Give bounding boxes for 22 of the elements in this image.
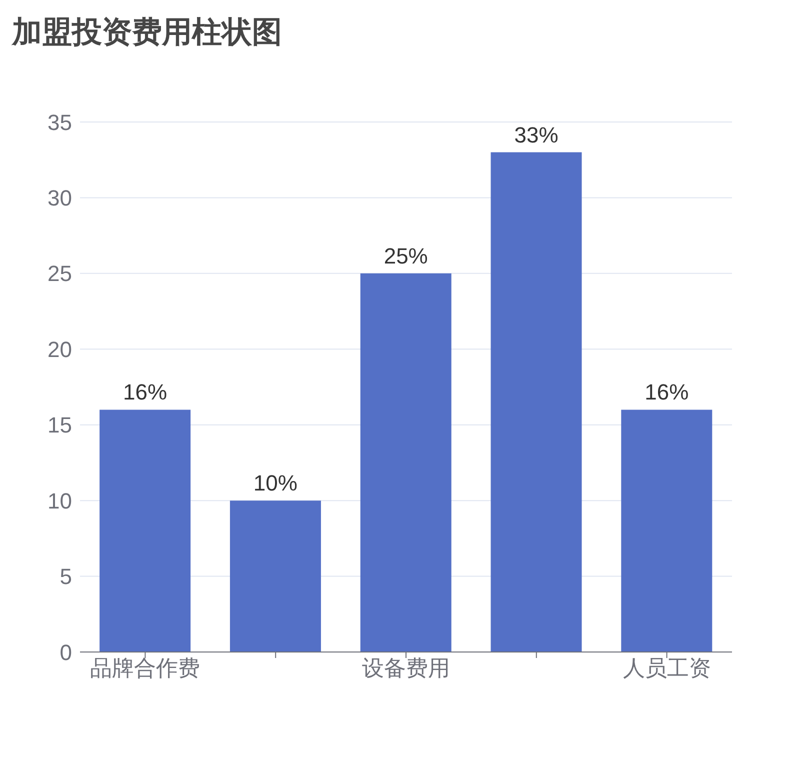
data-label: 16%: [644, 380, 689, 405]
x-tick-label: 人员工资: [622, 656, 711, 681]
y-tick-label: 30: [48, 186, 72, 211]
y-tick-label: 5: [60, 564, 72, 590]
bar: [621, 410, 712, 652]
bar: [230, 500, 321, 652]
data-label: 33%: [514, 122, 558, 148]
y-tick-label: 35: [48, 110, 72, 135]
chart-title: 加盟投资费用柱状图: [10, 15, 283, 51]
y-tick-label: 10: [48, 488, 72, 514]
y-tick-label: 15: [48, 412, 72, 438]
data-label: 25%: [384, 243, 428, 268]
y-tick-label: 20: [48, 336, 72, 362]
bar: [490, 152, 582, 652]
x-tick-label: 设备费用: [362, 656, 450, 681]
data-label: 10%: [253, 470, 298, 496]
bar: [360, 273, 452, 652]
y-tick-label: 0: [60, 640, 72, 665]
y-tick-label: 25: [48, 261, 72, 286]
bar: [100, 410, 191, 652]
data-label: 16%: [123, 380, 168, 405]
x-tick-label: 品牌合作费: [90, 656, 200, 681]
